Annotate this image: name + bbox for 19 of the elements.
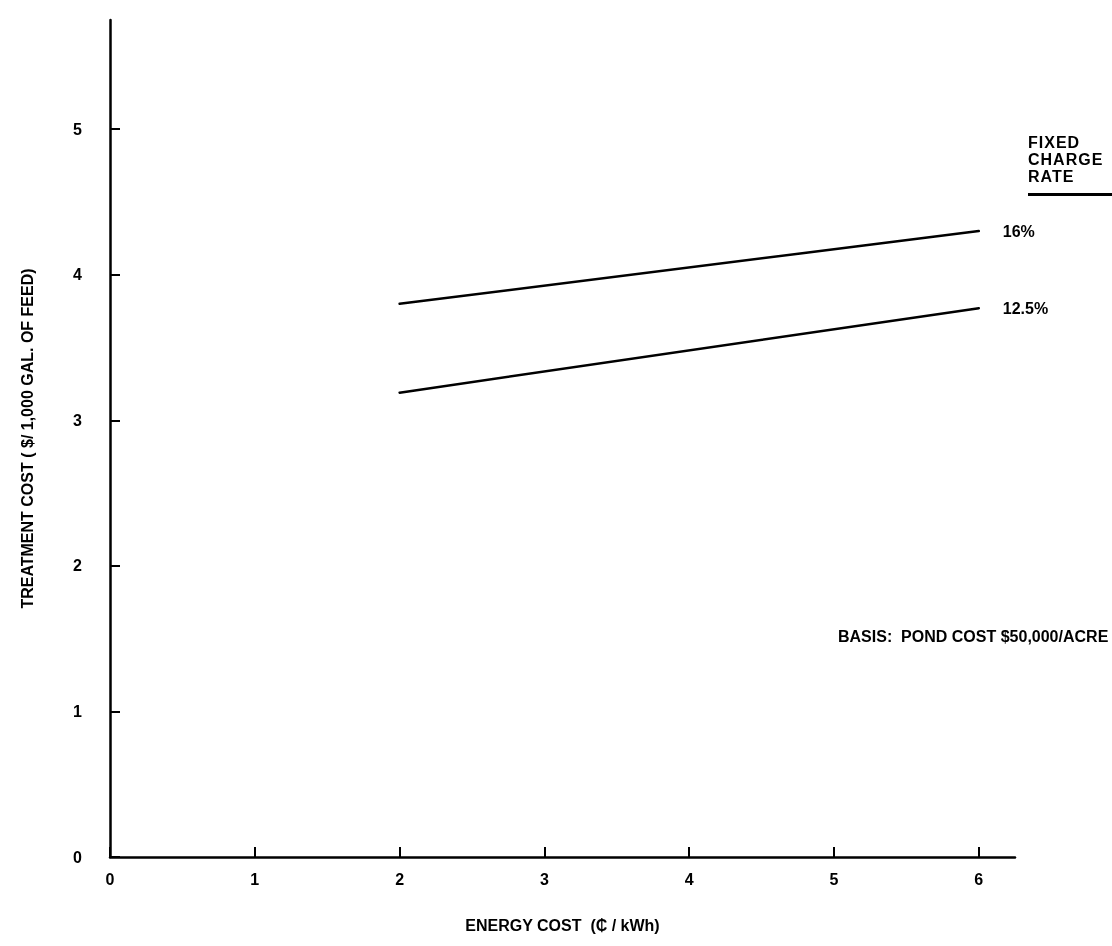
y-tick-label: 5 — [73, 120, 83, 138]
x-tick-label: 3 — [539, 870, 549, 888]
series-label: 12.5% — [1002, 299, 1049, 317]
x-tick-label: 5 — [829, 870, 839, 888]
y-tick-label: 0 — [73, 848, 83, 866]
y-tick-label: 4 — [73, 266, 83, 284]
y-tick-label: 3 — [73, 411, 83, 429]
x-tick-label: 6 — [974, 870, 984, 888]
x-tick-label: 1 — [250, 870, 260, 888]
x-axis-title: ENERGY COST (₵ / kWh) — [465, 916, 660, 934]
x-tick-label: 2 — [395, 870, 405, 888]
x-tick-label: 4 — [684, 870, 694, 888]
y-tick-label: 1 — [73, 702, 83, 720]
y-tick-label: 2 — [73, 557, 83, 575]
series-label: 16% — [1002, 222, 1035, 240]
y-axis-title: TREATMENT COST ( $/ 1,000 GAL. OF FEED) — [18, 268, 36, 609]
annotation: BASIS: POND COST $50,000/ACRE — [838, 628, 1109, 646]
legend-title: FIXED CHARGE RATE — [1028, 134, 1112, 196]
x-tick-label: 0 — [105, 870, 115, 888]
